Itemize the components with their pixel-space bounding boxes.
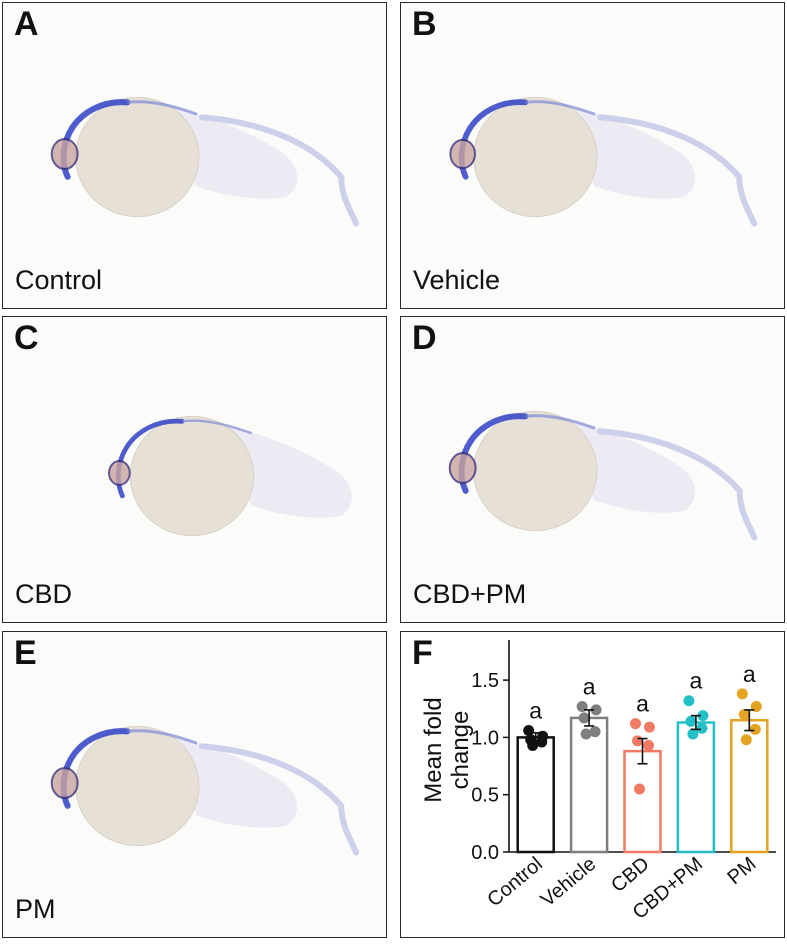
yolk-sac [75,96,200,218]
larva-image [50,725,360,856]
larva-image [50,96,360,227]
panel-a: A Control [2,2,387,309]
panel-letter: B [412,5,437,43]
data-point [630,718,641,730]
data-point [536,736,548,748]
dorsal-stain [181,419,253,435]
data-point [683,695,695,707]
yolk-sac [129,415,255,537]
tail [198,114,360,227]
eye [449,138,476,170]
data-point [589,726,601,738]
panel-f: 0.0 0.5 1.0 1.5 Mean fold change a Control a Vehi… [400,631,785,938]
yolk-sac [473,96,598,218]
panel-caption: PM [15,894,56,924]
larva [108,415,352,537]
bar [516,736,555,854]
bar [623,749,662,854]
larva-image [108,415,352,537]
data-point [590,704,602,716]
larva [50,725,360,856]
eye [50,138,79,170]
y-tick-label: 0.5 [471,785,499,807]
bar [676,721,716,854]
panel-caption: Vehicle [413,265,501,295]
eye [448,452,477,484]
data-point [634,783,645,795]
data-point [644,721,655,733]
panel-letter: C [14,319,39,357]
x-tick-label: Vehicle [537,853,601,911]
panel-letter: A [14,5,39,43]
significance-letter: a [690,668,703,694]
panel-letter: F [412,634,433,672]
y-axis-title: change [447,711,474,790]
y-tick-label: 0.0 [471,842,499,864]
eye [108,460,131,486]
panel-caption: Control [15,265,103,295]
larva-image [449,96,758,227]
tail [198,743,360,856]
data-point [578,712,590,724]
larva-image [448,410,758,541]
x-tick-label: CBD [607,853,653,897]
significance-letter: a [583,673,596,699]
tail [596,428,758,541]
dorsal-stain [127,729,198,745]
dorsal-stain [127,100,198,116]
larva [448,410,758,541]
panel-letter: D [412,319,437,357]
panel-e: E PM [2,631,387,938]
eye [50,767,79,799]
data-point [696,722,708,734]
data-point [685,715,697,727]
y-tick-label: 1.0 [471,727,499,749]
significance-letter: a [743,661,756,687]
dorsal-stain [525,100,596,116]
panel-caption: CBD+PM [413,579,527,609]
significance-letter: a [636,691,649,717]
panel-b: B Vehicle [400,2,785,309]
larva [50,96,360,227]
data-point [736,688,748,700]
panel-caption: CBD [15,579,73,609]
y-tick-label: 1.5 [471,670,499,692]
dorsal-stain [525,414,596,430]
data-point [687,728,699,740]
data-point [738,708,750,720]
yolk-sac [75,725,200,847]
data-point [740,734,752,746]
data-point [749,723,761,735]
yolk-sac [473,410,598,532]
data-point [580,728,592,740]
data-point [697,710,709,722]
panel-c: C CBD [2,316,387,623]
significance-letter: a [529,698,542,724]
bar [569,716,609,854]
data-point [643,739,654,751]
tail [596,114,758,227]
x-tick-label: PM [723,853,760,889]
data-point [523,725,535,737]
larva [449,96,758,227]
data-point [632,735,643,747]
panel-d: D CBD+PM [400,316,785,623]
y-axis-title: Mean fold [420,697,447,802]
panel-letter: E [14,634,37,672]
